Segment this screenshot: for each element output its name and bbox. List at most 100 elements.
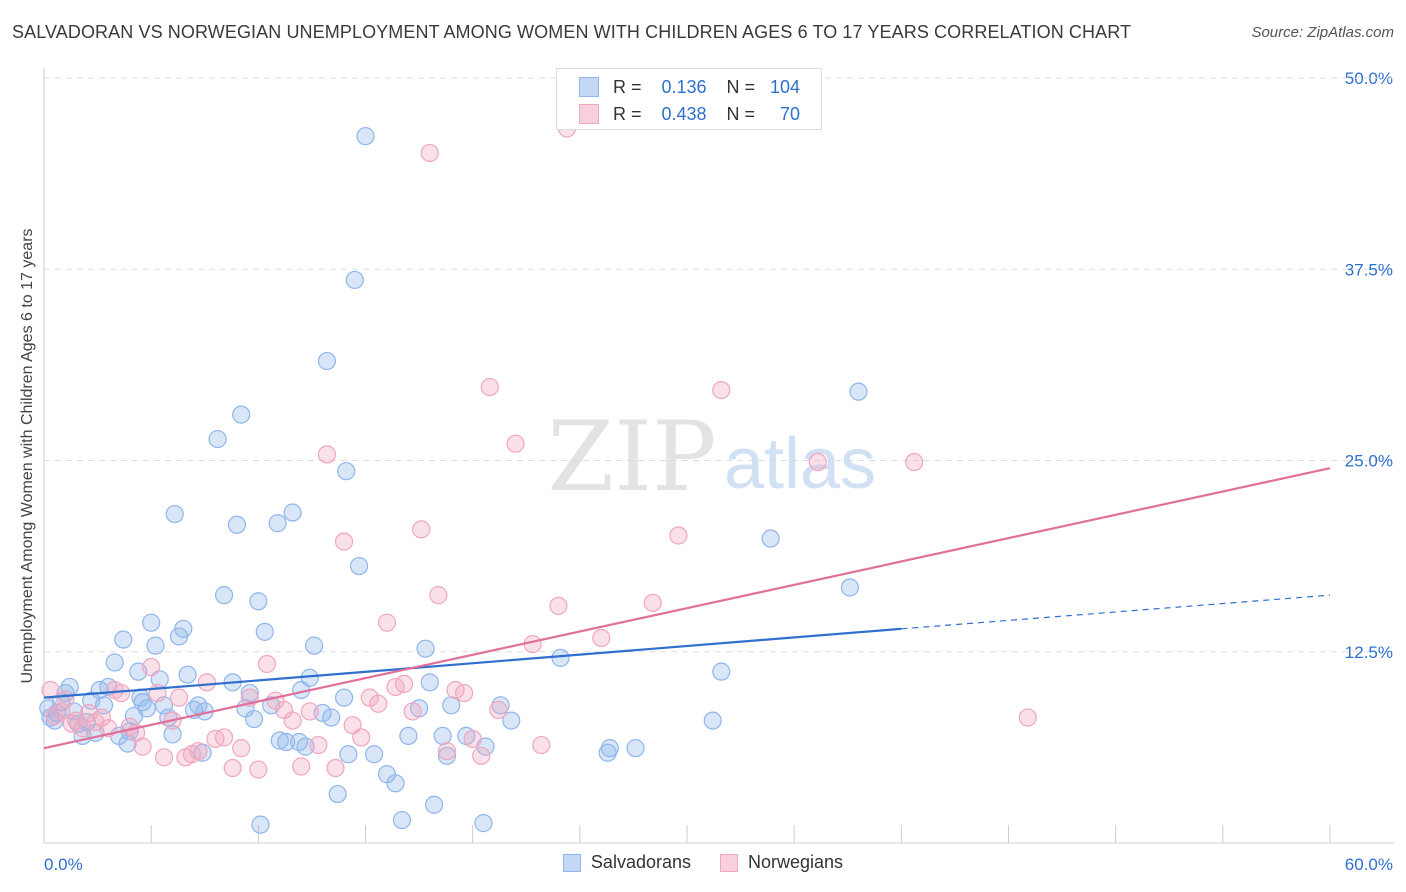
salvadoran-trend-line-extension bbox=[901, 594, 1331, 630]
norwegian-point bbox=[142, 657, 161, 677]
salvadoran-point bbox=[208, 429, 227, 449]
norwegian-point bbox=[377, 613, 397, 632]
norwegian-point bbox=[808, 452, 827, 472]
norwegian-point bbox=[369, 694, 388, 713]
salvadoran-point bbox=[339, 745, 358, 764]
norwegian-point bbox=[429, 586, 448, 605]
norwegian-point bbox=[326, 758, 345, 778]
norwegian-point bbox=[169, 688, 189, 707]
norwegian-point bbox=[472, 746, 491, 765]
norwegian-trend-line bbox=[43, 467, 1331, 750]
salvadoran-point bbox=[268, 514, 287, 533]
salvadoran-trend-line bbox=[43, 627, 902, 699]
salvadoran-point bbox=[345, 270, 364, 290]
legend-swatch-norwegians bbox=[720, 853, 739, 872]
norwegian-point bbox=[712, 381, 731, 400]
salvadoran-point bbox=[114, 630, 133, 649]
salvadoran-point bbox=[283, 503, 302, 522]
legend-swatch-salvadorans bbox=[562, 853, 581, 872]
salvadoran-point bbox=[840, 578, 859, 597]
norwegian-point bbox=[249, 760, 268, 779]
norwegian-point bbox=[506, 434, 525, 453]
salvadoran-point bbox=[416, 639, 435, 658]
norwegian-point bbox=[643, 593, 662, 612]
salvadoran-point bbox=[322, 708, 341, 727]
norwegian-point bbox=[189, 742, 208, 761]
chart-title: SALVADORAN VS NORWEGIAN UNEMPLOYMENT AMO… bbox=[12, 22, 1132, 42]
norwegian-point bbox=[232, 739, 251, 758]
salvadoran-point bbox=[328, 784, 347, 804]
salvadoran-point bbox=[399, 726, 418, 746]
salvadoran-point bbox=[289, 732, 309, 752]
norwegian-point bbox=[403, 702, 422, 721]
salvadoran-point bbox=[712, 662, 731, 681]
salvadoran-point bbox=[270, 731, 289, 750]
norwegian-point bbox=[489, 700, 508, 719]
norwegian-point bbox=[463, 729, 482, 749]
watermark-atlas: atlas bbox=[724, 424, 876, 504]
series-legend: Salvadorans Norwegians bbox=[0, 852, 1406, 877]
norwegian-point bbox=[309, 735, 328, 755]
norwegian-point bbox=[437, 742, 457, 761]
legend-row-norwegians: R = 0.438 N = 70 bbox=[579, 102, 800, 126]
salvadoran-point bbox=[442, 696, 461, 715]
legend-label-norwegians: Norwegians bbox=[748, 852, 844, 872]
watermark-zip: ZIP bbox=[547, 401, 716, 513]
salvadoran-point bbox=[424, 795, 444, 814]
salvadoran-point bbox=[178, 665, 197, 684]
legend-r-value: 0.136 bbox=[661, 76, 707, 97]
norwegian-point bbox=[394, 674, 414, 693]
salvadoran-point bbox=[364, 745, 384, 764]
norwegian-point bbox=[352, 728, 371, 747]
salvadoran-point bbox=[420, 673, 439, 692]
salvadoran-point bbox=[392, 810, 412, 830]
norwegian-point bbox=[300, 702, 319, 721]
salvadoran-point bbox=[251, 815, 270, 834]
norwegian-point bbox=[1018, 708, 1037, 727]
norwegian-point bbox=[420, 143, 439, 163]
norwegian-point bbox=[56, 690, 75, 709]
norwegian-point bbox=[549, 596, 568, 615]
legend-n-value: 104 bbox=[770, 76, 801, 97]
legend-n-value: 70 bbox=[780, 103, 801, 124]
legend-r-label: R = bbox=[613, 76, 642, 97]
salvadoran-point bbox=[337, 462, 356, 481]
norwegian-point bbox=[214, 728, 234, 747]
norwegian-point bbox=[412, 520, 431, 539]
norwegian-point bbox=[283, 711, 302, 730]
correlation-legend: R = 0.136 N = 104 R = 0.438 N = 70 bbox=[556, 68, 822, 130]
salvadoran-point bbox=[703, 711, 722, 730]
legend-item-salvadorans[interactable]: Salvadorans bbox=[562, 852, 691, 873]
legend-r-label: R = bbox=[613, 103, 642, 124]
legend-swatch-salvadorans bbox=[579, 77, 599, 97]
legend-row-salvadorans: R = 0.136 N = 104 bbox=[579, 75, 800, 99]
salvadoran-point bbox=[249, 592, 268, 611]
salvadoran-point bbox=[214, 586, 234, 605]
salvadoran-point bbox=[849, 382, 868, 401]
y-tick-label: 25.0% bbox=[1345, 452, 1393, 471]
salvadoran-point bbox=[474, 814, 493, 833]
salvadoran-point bbox=[137, 699, 156, 718]
legend-n-label: N = bbox=[726, 76, 756, 97]
x-tick-label: 60.0% bbox=[1345, 855, 1393, 874]
norwegian-point bbox=[112, 683, 131, 703]
y-tick-label: 12.5% bbox=[1345, 643, 1393, 662]
norwegian-point bbox=[45, 706, 64, 726]
salvadoran-point bbox=[146, 636, 165, 655]
norwegian-point bbox=[292, 757, 311, 776]
salvadoran-point bbox=[349, 556, 369, 576]
salvadoran-point bbox=[105, 653, 124, 672]
legend-swatch-norwegians bbox=[579, 104, 599, 124]
x-tick-label: 0.0% bbox=[44, 855, 83, 874]
norwegian-point bbox=[92, 708, 111, 727]
norwegian-point bbox=[197, 673, 216, 692]
legend-item-norwegians[interactable]: Norwegians bbox=[720, 852, 843, 873]
norwegian-point bbox=[592, 628, 611, 648]
legend-r-value: 0.438 bbox=[661, 103, 707, 124]
norwegian-point bbox=[480, 377, 499, 397]
salvadoran-point bbox=[317, 351, 337, 371]
salvadoran-point bbox=[334, 688, 354, 707]
salvadoran-point bbox=[255, 622, 274, 641]
salvadoran-point bbox=[163, 725, 182, 744]
